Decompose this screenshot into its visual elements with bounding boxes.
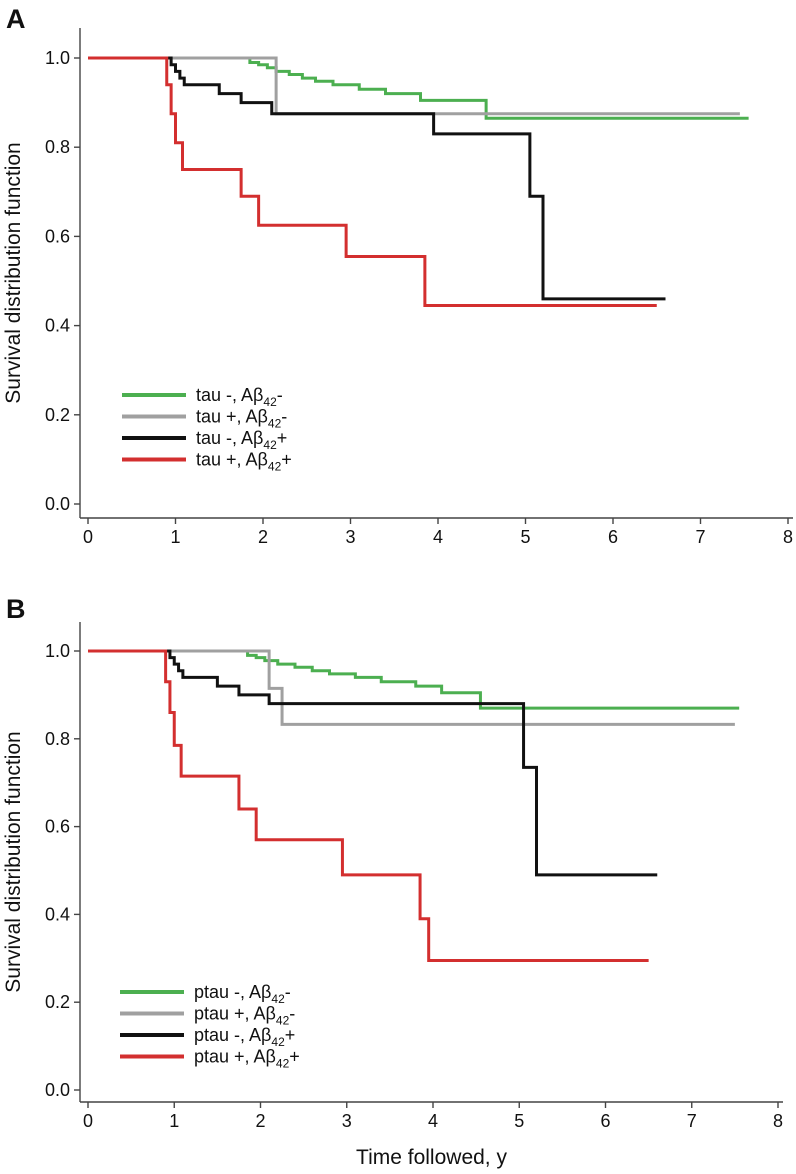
survival-curve-2 xyxy=(88,56,666,301)
legend-entry: tau +, Aβ42- xyxy=(196,407,287,431)
y-tick-label: 0.4 xyxy=(45,316,70,336)
x-tick-label: 0 xyxy=(83,1111,93,1131)
y-tick-label: 0.2 xyxy=(45,405,70,425)
legend-entry: tau -, Aβ42+ xyxy=(196,428,287,452)
y-tick-label: 0.8 xyxy=(45,729,70,749)
x-tick-label: 6 xyxy=(600,1111,610,1131)
x-tick-label: 2 xyxy=(258,527,268,547)
legend-entry: tau +, Aβ42+ xyxy=(196,450,292,474)
x-tick-label: 3 xyxy=(342,1111,352,1131)
y-tick-label: 1.0 xyxy=(45,48,70,68)
x-tick-label: 3 xyxy=(345,527,355,547)
panel-label: B xyxy=(6,594,26,624)
x-tick-label: 8 xyxy=(773,1111,783,1131)
x-tick-label: 0 xyxy=(83,527,93,547)
y-tick-label: 0.6 xyxy=(45,226,70,246)
y-tick-label: 0.6 xyxy=(45,817,70,837)
survival-curve-1 xyxy=(88,649,735,726)
y-tick-label: 0.0 xyxy=(45,494,70,514)
survival-curve-3 xyxy=(88,56,657,308)
y-tick-label: 1.0 xyxy=(45,641,70,661)
panel-b: B 0.0 0.2 0.4 0.6 0.8 1.0 0 1 2 3 4 5 6 7 8 Survival dis… xyxy=(2,594,783,1169)
y-axis-title: Survival distribution function xyxy=(2,731,25,992)
y-tick-label: 0.0 xyxy=(45,1080,70,1100)
x-tick-label: 6 xyxy=(608,527,618,547)
survival-curve-0 xyxy=(88,56,749,120)
x-tick-label: 5 xyxy=(520,527,530,547)
x-tick-label: 2 xyxy=(255,1111,265,1131)
x-tick-label: 1 xyxy=(170,527,180,547)
survival-curve-1 xyxy=(88,56,740,116)
legend-entry: ptau -, Aβ42- xyxy=(194,982,291,1006)
x-tick-label: 4 xyxy=(433,527,443,547)
panel-label: A xyxy=(6,4,26,34)
x-tick-label: 7 xyxy=(695,527,705,547)
x-tick-label: 5 xyxy=(514,1111,524,1131)
y-axis-title: Survival distribution function xyxy=(2,142,25,403)
legend-entry: ptau +, Aβ42+ xyxy=(194,1047,300,1071)
x-tick-label: 7 xyxy=(687,1111,697,1131)
survival-curve-2 xyxy=(88,649,658,877)
x-tick-label: 4 xyxy=(428,1111,438,1131)
survival-curve-0 xyxy=(88,649,740,710)
legend-entry: tau -, Aβ42- xyxy=(196,385,283,409)
survival-curve-3 xyxy=(88,649,649,962)
panel-a: A 0.0 0.2 0.4 0.6 0.8 1.0 0 1 2 3 4 5 6 7 8 Survival dis… xyxy=(2,4,793,547)
y-tick-label: 0.2 xyxy=(45,992,70,1012)
x-tick-label: 1 xyxy=(169,1111,179,1131)
x-tick-label: 8 xyxy=(783,527,793,547)
y-tick-label: 0.8 xyxy=(45,137,70,157)
y-tick-label: 0.4 xyxy=(45,904,70,924)
legend-entry: ptau +, Aβ42- xyxy=(194,1004,295,1028)
legend-entry: ptau -, Aβ42+ xyxy=(194,1025,295,1049)
x-axis-title: Time followed, y xyxy=(356,1146,507,1169)
